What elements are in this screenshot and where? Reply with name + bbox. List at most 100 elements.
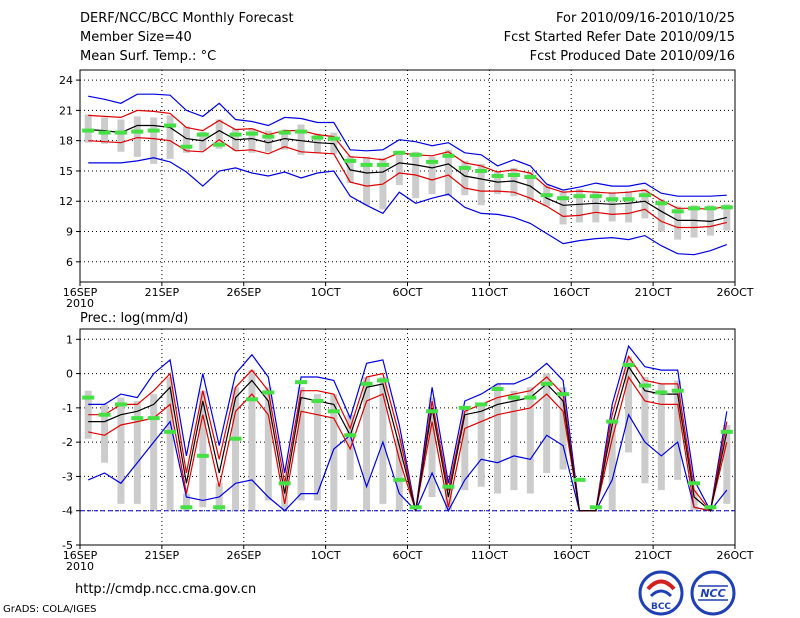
median-marker	[573, 477, 586, 482]
median-marker	[589, 194, 602, 199]
x-tick-label: 26SEP	[226, 549, 261, 562]
median-marker	[442, 484, 455, 489]
temperature-panel: 6 9 12 15 18 21 24 16SEP 21SEP 26SEP 1OCT 6OCT 11OCT…	[59, 69, 754, 310]
median-marker	[393, 477, 406, 482]
median-marker	[409, 505, 422, 510]
median-marker	[278, 481, 291, 486]
y-tick-label: 24	[59, 74, 73, 87]
median-marker	[557, 392, 570, 397]
y-tick-label: 18	[59, 135, 73, 148]
median-marker	[720, 429, 733, 434]
median-marker	[98, 412, 111, 417]
y-tick-label: -4	[62, 505, 73, 518]
median-marker	[638, 383, 651, 388]
member-range-bar	[248, 128, 256, 153]
member-range-bar	[101, 404, 109, 463]
median-marker	[622, 363, 635, 367]
member-range-bar	[297, 124, 305, 155]
member-range-bar	[84, 390, 92, 439]
x-tick-label: 26OCT	[716, 549, 753, 562]
member-range-bar	[313, 394, 321, 501]
member-range-bar	[706, 205, 714, 236]
started-date: Fcst Started Refer Date 2010/09/15	[503, 30, 735, 45]
median-marker	[262, 390, 275, 395]
x-tick-label: 21OCT	[635, 549, 672, 562]
series-line-mean	[88, 365, 728, 512]
median-marker	[147, 416, 160, 421]
member-range-bar	[363, 156, 371, 206]
member-range-bar	[674, 206, 682, 240]
y-tick-label: 15	[59, 165, 73, 178]
median-marker	[720, 205, 733, 210]
variable-label: Mean Surf. Temp.: °C	[80, 49, 217, 64]
median-marker	[589, 505, 602, 510]
member-range-bar	[690, 490, 698, 511]
median-marker	[82, 395, 95, 400]
median-marker	[393, 150, 406, 155]
median-marker	[196, 453, 209, 458]
member-range-bar	[84, 114, 92, 143]
member-range-bar	[690, 205, 698, 238]
member-range-bar	[625, 191, 633, 223]
median-marker	[409, 152, 422, 157]
bcc-logo: BCC	[638, 570, 684, 616]
median-marker	[606, 419, 619, 424]
median-marker	[671, 209, 684, 214]
member-range-bar	[494, 383, 502, 494]
member-range-bar	[182, 493, 190, 511]
median-marker	[573, 194, 586, 199]
member-range-bar	[330, 394, 338, 511]
member-range-bar	[166, 377, 174, 511]
x-tick-label: 16SEP	[63, 286, 98, 299]
median-marker	[327, 136, 340, 141]
member-range-bar	[559, 387, 567, 470]
series-line-lower	[88, 375, 728, 512]
median-marker	[295, 380, 308, 385]
median-marker	[524, 175, 537, 180]
member-range-bar	[281, 486, 289, 511]
median-marker	[655, 390, 668, 395]
member-range-bar	[657, 383, 665, 491]
median-marker	[491, 174, 504, 178]
x-tick-label: 21SEP	[145, 549, 180, 562]
median-marker	[688, 481, 701, 486]
member-range-bar	[166, 115, 174, 159]
member-range-bar	[510, 390, 518, 491]
y-tick-label: 9	[66, 226, 73, 239]
member-range-bar	[657, 199, 665, 232]
member-range-bar	[608, 421, 616, 511]
source-url[interactable]: http://cmdp.ncc.cma.gov.cn	[75, 582, 257, 597]
median-marker	[458, 405, 471, 410]
median-marker	[638, 193, 651, 198]
member-range-bar	[444, 486, 452, 511]
member-range-bar	[281, 129, 289, 150]
y-tick-label: -1	[62, 402, 73, 415]
member-range-bar	[641, 189, 649, 219]
member-range-bar	[248, 370, 256, 511]
precip-panel-title: Prec.: log(mm/d)	[80, 311, 188, 326]
series-line-min	[87, 413, 728, 513]
member-range-bar	[297, 387, 305, 501]
member-range-bar	[117, 119, 125, 152]
grads-credit: GrADS: COLA/IGES	[3, 604, 97, 615]
median-marker	[82, 128, 95, 133]
member-range-bar	[264, 387, 272, 501]
member-range-bar	[232, 387, 240, 511]
produced-date: Fcst Produced Date 2010/09/16	[529, 49, 735, 64]
median-marker	[311, 135, 324, 140]
precipitation-panel: -5 -4 -3 -2 -1 0 1 16SEP 21SEP 26SEP 1OCT 6OCT 11OCT…	[62, 328, 754, 573]
x-tick-label: 11OCT	[471, 286, 508, 299]
median-marker	[606, 197, 619, 202]
member-range-bar	[428, 397, 436, 497]
median-marker	[360, 162, 373, 167]
y-tick-label: 12	[59, 195, 73, 208]
median-marker	[426, 409, 439, 414]
member-range-bar	[461, 407, 469, 491]
median-marker	[278, 130, 291, 135]
bcc-logo-text: BCC	[651, 602, 671, 612]
median-marker	[229, 132, 242, 137]
member-range-bar	[559, 191, 567, 225]
member-size-label: Member Size=40	[80, 30, 192, 45]
member-range-bar	[477, 163, 485, 206]
